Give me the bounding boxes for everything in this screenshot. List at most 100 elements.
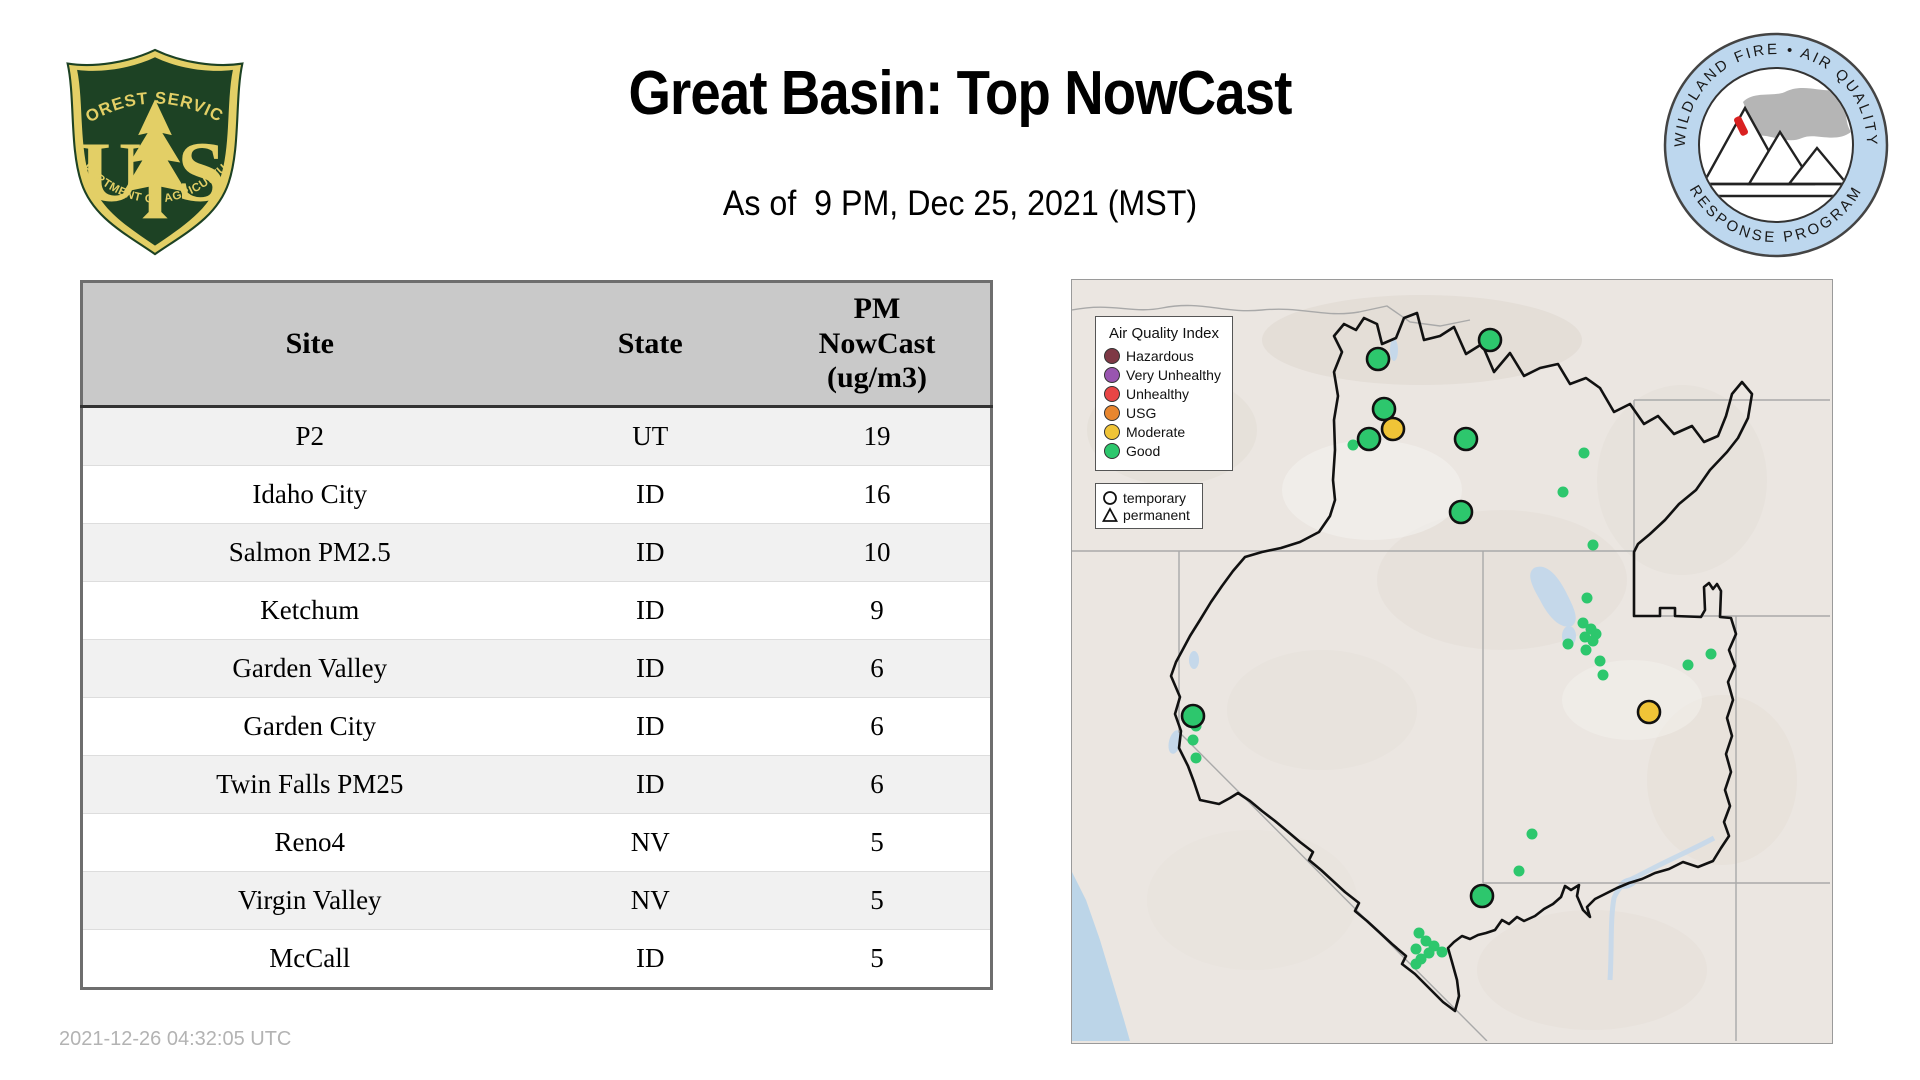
table-row: Garden Valley ID 6	[81, 639, 992, 698]
permanent-monitor-dot	[1415, 953, 1427, 965]
col-header-pm-nowcast: PM NowCast (ug/m3)	[764, 281, 992, 408]
cell-site: McCall	[81, 929, 537, 989]
great-basin-boundary	[1169, 311, 1754, 1013]
temporary-marker-icon	[1103, 490, 1117, 505]
aqi-color-swatch	[1104, 405, 1120, 421]
fs-monogram-s: S	[177, 123, 225, 219]
temporary-monitor-marker	[1180, 703, 1206, 729]
cell-value: 6	[764, 697, 992, 756]
table-row: Garden City ID 6	[81, 697, 992, 756]
permanent-monitor-dot	[1562, 638, 1574, 650]
aqi-legend: Air Quality Index Hazardous Very Unhealth…	[1095, 316, 1233, 471]
table-header-row: Site State PM NowCast (ug/m3)	[81, 281, 992, 408]
aqi-legend-label: Moderate	[1126, 424, 1186, 440]
table-row: P2 UT 19	[81, 406, 992, 466]
aqi-legend-label: Good	[1126, 443, 1161, 459]
aqi-legend-title: Air Quality Index	[1108, 325, 1220, 342]
aqi-legend-item: Moderate	[1104, 424, 1224, 440]
wfaqrp-logo: WILDLAND FIRE • AIR QUALITY RESPONSE PRO…	[1663, 32, 1889, 258]
aqi-color-swatch	[1104, 386, 1120, 402]
aqi-color-swatch	[1104, 424, 1120, 440]
temporary-monitor-marker	[1477, 327, 1503, 353]
cell-site: Twin Falls PM25	[81, 755, 537, 814]
cell-state: ID	[536, 755, 764, 814]
cell-value: 19	[764, 406, 992, 466]
table-row: Ketchum ID 9	[81, 581, 992, 640]
cell-site: P2	[81, 406, 537, 466]
aqi-color-swatch	[1104, 367, 1120, 383]
permanent-monitor-dot	[1187, 734, 1199, 746]
forest-service-logo: U S FOREST SERVICE DEPARTMENT OF AGRICUL…	[55, 46, 244, 256]
permanent-monitor-dot	[1526, 828, 1538, 840]
temporary-monitor-marker	[1380, 416, 1406, 442]
cell-state: NV	[536, 871, 764, 930]
aqi-legend-label: USG	[1126, 405, 1157, 421]
permanent-monitor-dot	[1513, 865, 1525, 877]
temporary-label: temporary	[1123, 489, 1187, 506]
basemap	[1072, 295, 1830, 1041]
cascade-reservoir	[1390, 339, 1398, 361]
temporary-monitor-marker	[1469, 883, 1495, 909]
cell-value: 9	[764, 581, 992, 640]
cell-value: 6	[764, 755, 992, 814]
aqi-legend-item: Very Unhealthy	[1104, 367, 1224, 383]
fs-tree-icon	[123, 99, 187, 219]
cell-site: Reno4	[81, 813, 537, 872]
aqi-legend-label: Unhealthy	[1126, 386, 1190, 402]
cell-site: Ketchum	[81, 581, 537, 640]
permanent-marker-icon	[1102, 506, 1118, 522]
table-row: Virgin Valley NV 5	[81, 871, 992, 930]
flame-icon	[1734, 116, 1748, 136]
cell-site: Garden Valley	[81, 639, 537, 698]
temporary-monitor-marker	[1636, 699, 1662, 725]
cell-value: 5	[764, 871, 992, 930]
cell-site: Idaho City	[81, 465, 537, 524]
cell-state: ID	[536, 523, 764, 582]
cell-state: ID	[536, 581, 764, 640]
cell-state: ID	[536, 929, 764, 989]
cell-value: 5	[764, 813, 992, 872]
cell-site: Salmon PM2.5	[81, 523, 537, 582]
cell-value: 16	[764, 465, 992, 524]
pacific-ocean	[1072, 872, 1130, 1041]
table-row: Twin Falls PM25 ID 6	[81, 755, 992, 814]
great-basin-map: Air Quality Index Hazardous Very Unhealth…	[1071, 279, 1833, 1044]
page-title: Great Basin: Top NowCast	[628, 59, 1293, 128]
table-row: Reno4 NV 5	[81, 813, 992, 872]
permanent-label: permanent	[1123, 506, 1190, 523]
fs-monogram-u: U	[80, 123, 142, 219]
nowcast-table: Site State PM NowCast (ug/m3) P2 UT 19 Idah…	[80, 280, 993, 990]
table-row: Salmon PM2.5 ID 10	[81, 523, 992, 582]
monitor-dots-layer	[1180, 327, 1717, 970]
cell-value: 10	[764, 523, 992, 582]
aqi-legend-item: Hazardous	[1104, 348, 1224, 364]
cell-state: ID	[536, 465, 764, 524]
aqi-legend-item: Good	[1104, 443, 1224, 459]
permanent-monitor-dot	[1580, 644, 1592, 656]
temporary-monitor-marker	[1371, 396, 1397, 422]
permanent-monitor-dot	[1436, 946, 1448, 958]
aqi-legend-item: Unhealthy	[1104, 386, 1224, 402]
cell-state: ID	[536, 697, 764, 756]
table-row: Idaho City ID 16	[81, 465, 992, 524]
permanent-monitor-dot	[1682, 659, 1694, 671]
table-row: McCall ID 5	[81, 929, 992, 989]
permanent-monitor-dot	[1423, 947, 1435, 959]
permanent-monitor-dot	[1705, 648, 1717, 660]
aqi-legend-label: Very Unhealthy	[1126, 367, 1221, 383]
marker-type-legend: temporary permanent	[1095, 483, 1203, 529]
temporary-monitor-marker	[1365, 346, 1391, 372]
permanent-monitor-dot	[1587, 635, 1599, 647]
smoke-cloud-icon	[1743, 87, 1851, 141]
cell-state: ID	[536, 639, 764, 698]
permanent-monitor-dot	[1581, 592, 1593, 604]
cell-value: 6	[764, 639, 992, 698]
generated-timestamp: 2021-12-26 04:32:05 UTC	[59, 1028, 292, 1050]
permanent-monitor-dot	[1190, 752, 1202, 764]
permanent-monitor-dot	[1420, 935, 1432, 947]
permanent-monitor-dot	[1597, 669, 1609, 681]
cell-site: Virgin Valley	[81, 871, 537, 930]
cell-state: UT	[536, 406, 764, 466]
aqi-legend-item: USG	[1104, 405, 1224, 421]
permanent-monitor-dot	[1577, 617, 1589, 629]
